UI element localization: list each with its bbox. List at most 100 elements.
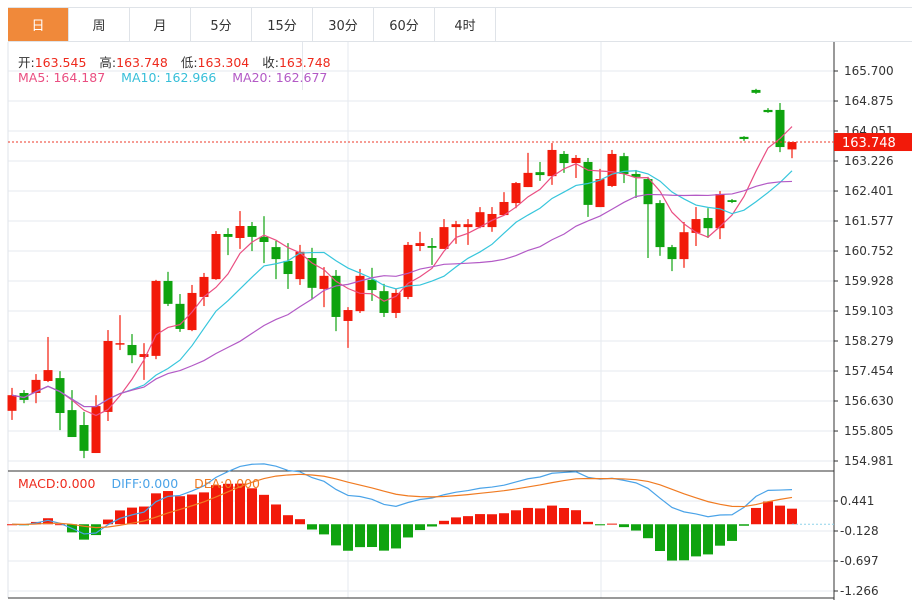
tab-6[interactable]: 60分 <box>374 8 435 41</box>
macd-bar <box>499 513 509 525</box>
candle <box>619 152 629 184</box>
candle <box>571 155 581 178</box>
candle <box>295 244 305 285</box>
candle <box>475 207 485 229</box>
candle <box>115 315 125 351</box>
candle-body <box>463 224 473 228</box>
candle <box>343 307 353 348</box>
candle <box>583 157 593 217</box>
tab-4[interactable]: 15分 <box>252 8 313 41</box>
ma10-value: MA10: 162.966 <box>121 70 217 85</box>
candle-body <box>391 292 401 313</box>
candle <box>163 271 173 307</box>
y-tick-label: 160.752 <box>844 244 894 258</box>
macd-bar <box>607 523 617 525</box>
candle-body <box>523 172 533 188</box>
tab-5[interactable]: 30分 <box>313 8 374 41</box>
high-label: 高: <box>99 55 117 70</box>
candle-body <box>787 142 797 150</box>
candle <box>103 330 113 422</box>
macd-bar <box>703 524 713 555</box>
macd-bar <box>643 524 653 539</box>
candle-body <box>703 217 713 229</box>
macd-bar <box>379 524 389 551</box>
diff-line <box>11 463 793 535</box>
ma10-line <box>11 170 793 408</box>
macd-bar <box>415 524 425 531</box>
candle <box>763 108 773 113</box>
candle <box>523 152 533 188</box>
macd-bar <box>523 507 533 525</box>
candle <box>235 211 245 249</box>
macd-bar <box>235 483 245 525</box>
macd-bar <box>187 494 197 525</box>
macd-bar <box>115 510 125 525</box>
candle-body <box>247 225 257 237</box>
macd-bar <box>439 520 449 525</box>
macd-bar <box>331 524 341 546</box>
candle <box>607 149 617 188</box>
macd-legend: MACD:0.000 DIFF:0.000 DEA:0.000 <box>18 476 272 491</box>
candle-body <box>319 275 329 289</box>
macd-bar <box>223 483 233 525</box>
macd-bar <box>763 501 773 525</box>
macd-bar <box>571 510 581 525</box>
candle <box>703 208 713 239</box>
candle-body <box>211 234 221 280</box>
candle-body <box>511 183 521 204</box>
macd-bar <box>55 524 65 526</box>
macd-bar <box>715 524 725 546</box>
candle <box>415 231 425 252</box>
candle <box>19 390 29 404</box>
candle-body <box>79 425 89 451</box>
macd-bar <box>559 507 569 525</box>
ma5-value: MA5: 164.187 <box>18 70 106 85</box>
candle-body <box>559 153 569 164</box>
y-tick-label: 156.630 <box>844 394 894 408</box>
last-price-badge <box>834 133 912 152</box>
ma5-line <box>11 126 793 417</box>
candle-body <box>595 179 605 208</box>
macd-bar <box>403 524 413 538</box>
candle-body <box>31 379 41 393</box>
candle-body <box>775 109 785 148</box>
low-label: 低: <box>180 55 198 70</box>
macd-bar <box>211 485 221 525</box>
candle <box>547 143 557 185</box>
tab-2[interactable]: 月 <box>130 8 191 41</box>
y-tick-label: 163.226 <box>844 154 894 168</box>
macd-bar <box>679 524 689 561</box>
candle-body <box>103 340 113 412</box>
candle <box>55 371 65 431</box>
candle <box>355 268 365 313</box>
candle-body <box>115 343 125 345</box>
close-value: 163.748 <box>278 55 331 70</box>
macd-bar <box>667 524 677 561</box>
candle-body <box>223 234 233 237</box>
candle-body <box>427 246 437 248</box>
candle <box>679 221 689 268</box>
y-tick-label: 158.279 <box>844 334 894 348</box>
candle <box>667 244 677 272</box>
tab-3[interactable]: 5分 <box>191 8 252 41</box>
tab-7[interactable]: 4时 <box>435 8 496 41</box>
candle <box>739 136 749 141</box>
candle <box>403 242 413 300</box>
y-tick-label: 159.928 <box>844 274 894 288</box>
candle <box>31 374 41 404</box>
candle <box>559 151 569 173</box>
y-tick-label: 159.103 <box>844 304 894 318</box>
macd-bar <box>139 506 149 525</box>
tab-1[interactable]: 周 <box>69 8 130 41</box>
candle-body <box>655 203 665 248</box>
candle <box>451 220 461 244</box>
y-tick-label: 164.875 <box>844 94 894 108</box>
macd-bar <box>259 494 269 525</box>
candle <box>319 267 329 308</box>
macd-bar <box>151 493 161 525</box>
macd-bar <box>391 524 401 549</box>
dea-line <box>11 473 793 529</box>
candle-body <box>163 280 173 304</box>
candle-body <box>139 354 149 357</box>
tab-0[interactable]: 日 <box>8 8 69 41</box>
